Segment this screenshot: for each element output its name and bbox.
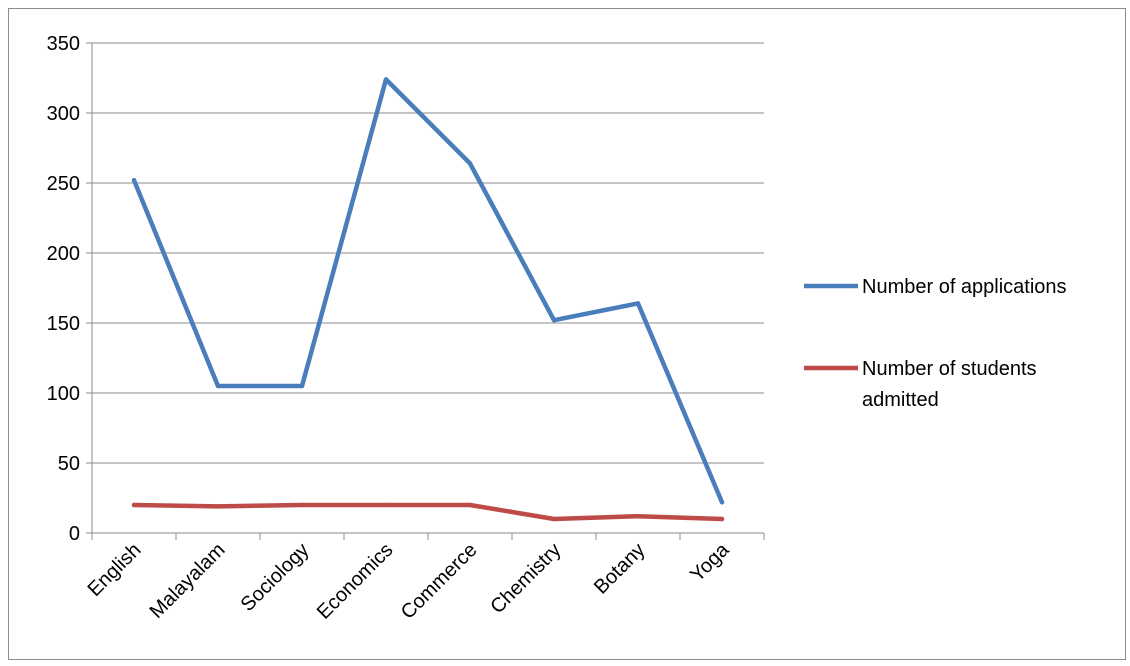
y-tick-label: 300 [47,103,80,125]
series-line-0 [131,77,725,505]
data-point [215,504,221,509]
data-point [635,514,641,519]
gridlines [92,42,764,464]
x-tick-label: Sociology [237,539,314,616]
data-point [383,502,389,508]
x-tick-label: Yoga [686,538,734,586]
legend-label: Number of students [862,358,1037,380]
legend-label: admitted [862,389,939,411]
y-tick-label: 100 [47,383,80,405]
y-tick-label: 150 [47,313,80,335]
x-tick-label: English [84,539,146,601]
legend: Number of applications Number of students… [804,276,1067,411]
data-point [383,77,389,82]
legend-label: Number of applications [862,276,1067,298]
y-tick-label: 50 [58,453,80,475]
data-point [299,502,305,508]
data-point [299,383,305,389]
data-point [719,516,725,522]
data-point [551,318,557,323]
y-tick-label: 250 [47,173,80,195]
data-point [131,502,137,508]
y-tick-label: 350 [47,33,80,55]
series-lines [131,77,725,522]
y-tick-label: 0 [69,523,80,545]
axes: 0 50 100 150 200 250 300 350 English Malayalam Soc… [47,33,765,624]
x-tick-label: Botany [590,539,650,599]
data-point [719,500,725,505]
data-point [467,161,473,166]
data-point [131,178,137,183]
data-point [551,516,557,522]
data-point [215,383,221,389]
data-point [635,301,641,306]
x-tick-label: Malayalam [146,539,230,623]
x-tick-label: Commerce [397,539,482,624]
y-tick-label: 200 [47,243,80,265]
x-tick-label: Economics [313,539,398,624]
series-line-1 [131,502,725,522]
x-tick-label: Chemistry [486,539,565,618]
data-point [467,502,473,508]
chart-frame [8,8,1126,660]
